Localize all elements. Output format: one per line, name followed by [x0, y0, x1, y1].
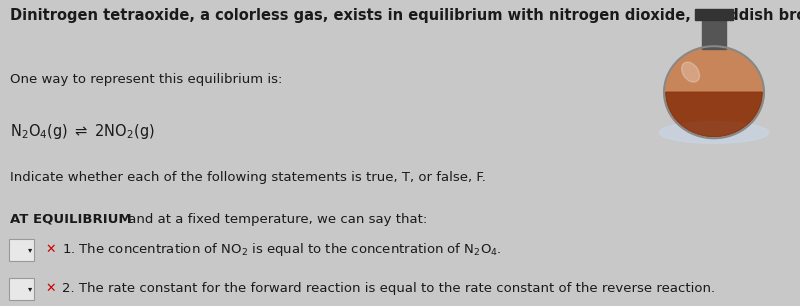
Text: N$_2$O$_4$(g) $\rightleftharpoons$ 2NO$_2$(g): N$_2$O$_4$(g) $\rightleftharpoons$ 2NO$_…	[10, 122, 154, 141]
Text: AT EQUILIBRIUM: AT EQUILIBRIUM	[10, 213, 131, 226]
Circle shape	[664, 46, 764, 138]
Text: and at a fixed temperature, we can say that:: and at a fixed temperature, we can say t…	[124, 213, 427, 226]
FancyBboxPatch shape	[9, 239, 34, 261]
Wedge shape	[666, 92, 762, 137]
Text: ✕: ✕	[46, 243, 56, 256]
Text: 1. The concentration of NO$_2$ is equal to the concentration of N$_2$O$_4$.: 1. The concentration of NO$_2$ is equal …	[62, 241, 502, 258]
Text: 2. The rate constant for the forward reaction is equal to the rate constant of t: 2. The rate constant for the forward rea…	[62, 282, 715, 295]
Bar	[695, 9, 733, 20]
Text: ✕: ✕	[46, 282, 56, 295]
FancyBboxPatch shape	[9, 278, 34, 300]
Ellipse shape	[682, 62, 699, 82]
Ellipse shape	[659, 122, 769, 143]
Text: One way to represent this equilibrium is:: One way to represent this equilibrium is…	[10, 73, 282, 86]
Text: ▾: ▾	[27, 245, 32, 254]
Text: Indicate whether each of the following statements is true, T, or false, F.: Indicate whether each of the following s…	[10, 171, 486, 184]
Text: Dinitrogen tetraoxide, a colorless gas, exists in equilibrium with nitrogen diox: Dinitrogen tetraoxide, a colorless gas, …	[10, 8, 800, 23]
Text: ▾: ▾	[27, 284, 32, 293]
Bar	[702, 17, 726, 49]
